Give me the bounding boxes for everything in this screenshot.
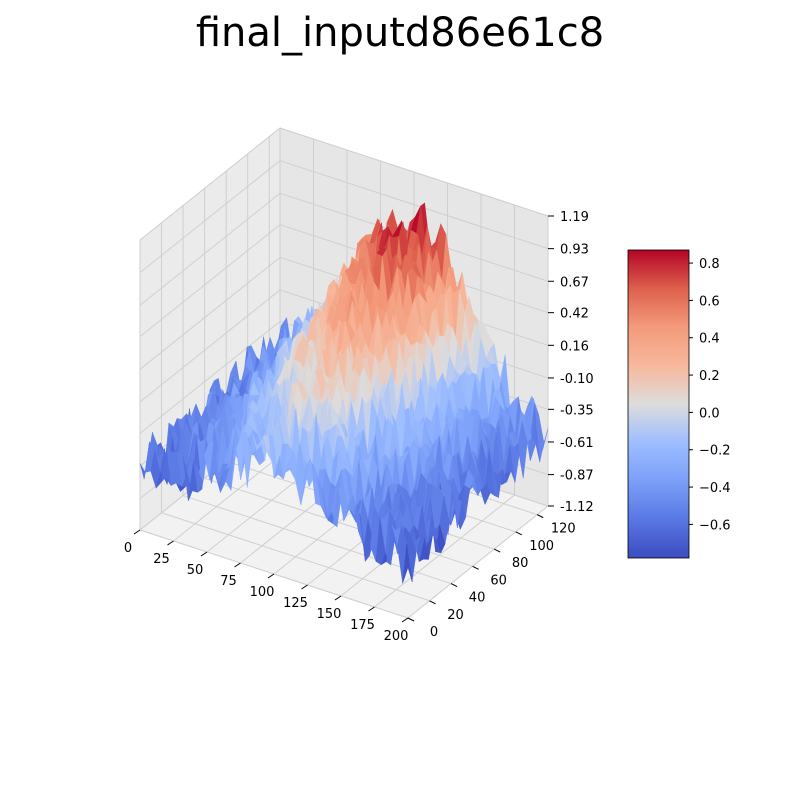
colorbar-ticks: −0.6 −0.4 −0.2 0.0 0.2 0.4 0.6 0.8 <box>689 257 731 533</box>
z-tick-label: 0.93 <box>560 243 589 258</box>
x-tick-mark <box>234 562 241 568</box>
z-tick-label: -0.35 <box>560 403 594 418</box>
colorbar-tick-label: 0.4 <box>699 332 720 347</box>
z-tick-label: -1.12 <box>560 500 594 515</box>
colorbar-tick-label: −0.2 <box>699 444 731 459</box>
grid-line-z <box>139 127 549 241</box>
x-tick-mark <box>167 540 174 546</box>
chart-title: final_inputd86e61c8 <box>195 10 605 56</box>
y-tick-label: 80 <box>512 556 529 571</box>
x-tick-mark <box>267 573 275 579</box>
colorbar: −0.6 −0.4 −0.2 0.0 0.2 0.4 0.6 0.8 <box>627 249 731 559</box>
z-tick-label: 0.16 <box>560 339 589 354</box>
x-tick-label: 25 <box>153 552 170 567</box>
x-tick-label: 150 <box>317 607 342 622</box>
z-axis-ticks: -1.12 -0.87 -0.61 -0.35 -0.10 0.16 0.42 0.67 0.9… <box>548 210 594 515</box>
z-tick-label: -0.61 <box>560 436 594 451</box>
x-tick-label: 100 <box>250 585 275 600</box>
y-tick-mark <box>537 514 544 519</box>
x-tick-mark <box>368 606 375 612</box>
x-tick-label: 50 <box>187 563 204 578</box>
grid-line-z <box>139 160 549 274</box>
y-tick-mark <box>493 548 501 553</box>
grid-line-z <box>139 192 549 306</box>
surface-mesh <box>139 202 549 584</box>
z-tick-label: 1.19 <box>560 210 589 225</box>
z-tick-label: 0.67 <box>560 275 589 290</box>
colorbar-tick-label: 0.8 <box>699 257 720 272</box>
colorbar-tick-label: 0.0 <box>699 406 720 421</box>
y-tick-label: 100 <box>529 539 554 554</box>
y-tick-mark <box>407 617 415 622</box>
y-tick-mark <box>450 583 458 587</box>
colorbar-tick-label: −0.6 <box>699 518 731 533</box>
y-tick-mark <box>429 600 436 605</box>
y-tick-label: 60 <box>490 573 507 588</box>
y-tick-mark <box>472 565 479 570</box>
x-tick-label: 75 <box>220 574 237 589</box>
colorbar-gradient <box>627 249 690 559</box>
x-tick-mark <box>401 617 409 623</box>
surface-patch <box>402 543 413 584</box>
z-tick-label: -0.87 <box>560 469 594 484</box>
z-tick-label: 0.42 <box>560 307 589 322</box>
x-tick-label: 175 <box>350 618 375 633</box>
x-tick-label: 200 <box>384 629 409 644</box>
colorbar-tick-label: 0.2 <box>699 369 720 384</box>
x-tick-label: 125 <box>283 596 308 611</box>
y-tick-label: 0 <box>430 625 438 640</box>
x-tick-mark <box>334 595 342 601</box>
x-axis-ticks: 0 25 50 75 100 125 150 175 200 <box>124 529 409 644</box>
y-tick-label: 120 <box>551 522 576 537</box>
x-tick-label: 0 <box>124 541 132 556</box>
y-tick-mark <box>515 531 522 536</box>
x-tick-mark <box>200 551 208 557</box>
y-tick-label: 40 <box>469 591 486 606</box>
colorbar-tick-label: 0.6 <box>699 294 720 309</box>
x-tick-mark <box>301 584 308 590</box>
z-tick-label: -0.10 <box>560 372 594 387</box>
y-tick-label: 20 <box>447 608 464 623</box>
x-tick-mark <box>133 529 141 535</box>
colorbar-tick-label: −0.4 <box>699 481 731 496</box>
